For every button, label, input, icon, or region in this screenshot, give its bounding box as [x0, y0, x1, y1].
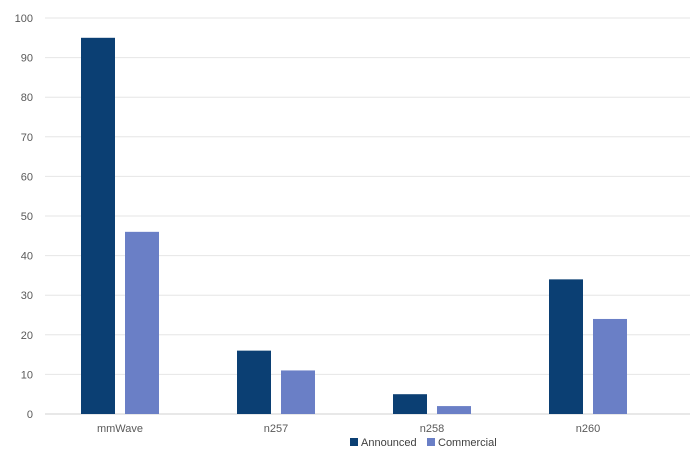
y-tick-label: 30 [21, 290, 33, 302]
y-tick-label: 10 [21, 369, 33, 381]
bar-commercial-n258 [437, 406, 471, 414]
bar-commercial-n257 [281, 370, 315, 414]
bar-announced-n258 [393, 394, 427, 414]
x-tick-label: n257 [264, 423, 288, 435]
legend-label-announced: Announced [361, 437, 417, 449]
x-tick-label: n258 [420, 423, 444, 435]
bar-announced-n260 [549, 279, 583, 414]
y-tick-label: 40 [21, 251, 33, 263]
bar-announced-mmwave [81, 37, 115, 415]
y-tick-label: 50 [21, 211, 33, 223]
x-axis-ticks: mmWave n257 n258 n260 [97, 423, 600, 435]
y-tick-label: 60 [21, 171, 33, 183]
legend: Announced Commercial [350, 437, 497, 449]
x-tick-label: mmWave [97, 423, 143, 435]
y-tick-label: 80 [21, 92, 33, 104]
bar-commercial-mmwave [125, 231, 159, 414]
y-tick-label: 70 [21, 132, 33, 144]
x-tick-label: n260 [576, 423, 600, 435]
bars [81, 37, 627, 415]
bar-announced-n257 [237, 350, 271, 414]
legend-label-commercial: Commercial [438, 437, 497, 449]
y-tick-label: 100 [15, 13, 33, 25]
y-tick-label: 90 [21, 53, 33, 65]
bar-commercial-n260 [593, 318, 627, 414]
y-axis-ticks: 0 10 20 30 40 50 60 70 80 90 100 [15, 13, 33, 421]
legend-swatch-announced [350, 438, 358, 446]
y-tick-label: 20 [21, 330, 33, 342]
legend-swatch-commercial [427, 438, 435, 446]
y-tick-label: 0 [27, 409, 33, 421]
